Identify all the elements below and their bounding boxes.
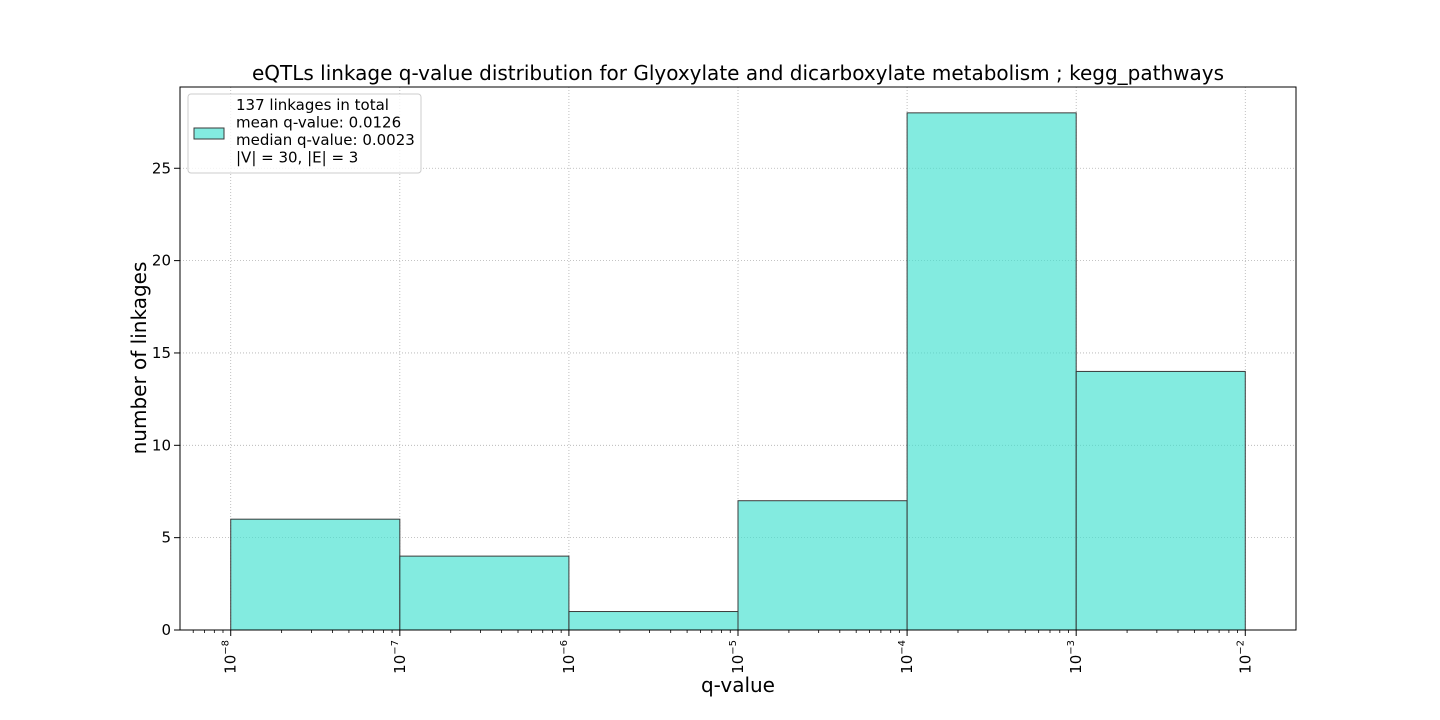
y-tick-label: 15 — [152, 344, 171, 362]
legend-entry: mean q-value: 0.0126 — [236, 114, 401, 132]
x-axis-label: q-value — [701, 673, 775, 697]
y-axis-label: number of linkages — [127, 262, 151, 455]
x-tick-text: 10−6 — [559, 640, 578, 674]
y-tick-labels: 0 5 10 15 20 25 — [152, 159, 171, 639]
histogram-bar — [399, 555, 570, 631]
y-tick-label: 20 — [152, 252, 171, 270]
legend-entry: |V| = 30, |E| = 3 — [236, 149, 358, 167]
x-tick-label: 10−5 — [728, 640, 747, 674]
x-tick-text: 10−3 — [1066, 640, 1085, 674]
chart-title: eQTLs linkage q-value distribution for G… — [252, 61, 1224, 85]
x-tick-label: 10−4 — [897, 640, 916, 674]
y-tick-label: 10 — [152, 436, 171, 454]
x-tick-text: 10−8 — [221, 640, 240, 674]
x-tick-label: 10−8 — [221, 640, 240, 674]
x-tick-label: 10−6 — [559, 640, 578, 674]
x-tick-text: 10−7 — [390, 640, 409, 674]
y-tick-label: 5 — [161, 529, 171, 547]
legend-swatch — [193, 127, 225, 140]
histogram-bar — [1075, 370, 1246, 631]
x-tick-label: 10−3 — [1066, 640, 1085, 674]
x-tick-text: 10−4 — [897, 640, 916, 674]
bars-group — [230, 112, 1246, 631]
legend-entry: 137 linkages in total — [236, 96, 389, 114]
legend-box — [187, 93, 422, 174]
histogram-bar — [568, 611, 739, 631]
x-tick-labels: 10−8 10−7 10−6 10−5 10−4 10−3 10−2 — [221, 640, 1255, 674]
x-tick-label: 10−2 — [1235, 640, 1254, 674]
x-tick-text: 10−5 — [728, 640, 747, 674]
axes-group — [174, 86, 1297, 636]
y-tick-label: 0 — [161, 621, 171, 639]
legend-entry: median q-value: 0.0023 — [236, 131, 415, 149]
x-tick-text: 10−2 — [1235, 640, 1254, 674]
y-tick-label: 25 — [152, 159, 171, 177]
histogram-bar — [230, 518, 401, 631]
histogram-bar — [737, 500, 908, 631]
histogram-bar — [906, 112, 1077, 631]
x-tick-label: 10−7 — [390, 640, 409, 674]
